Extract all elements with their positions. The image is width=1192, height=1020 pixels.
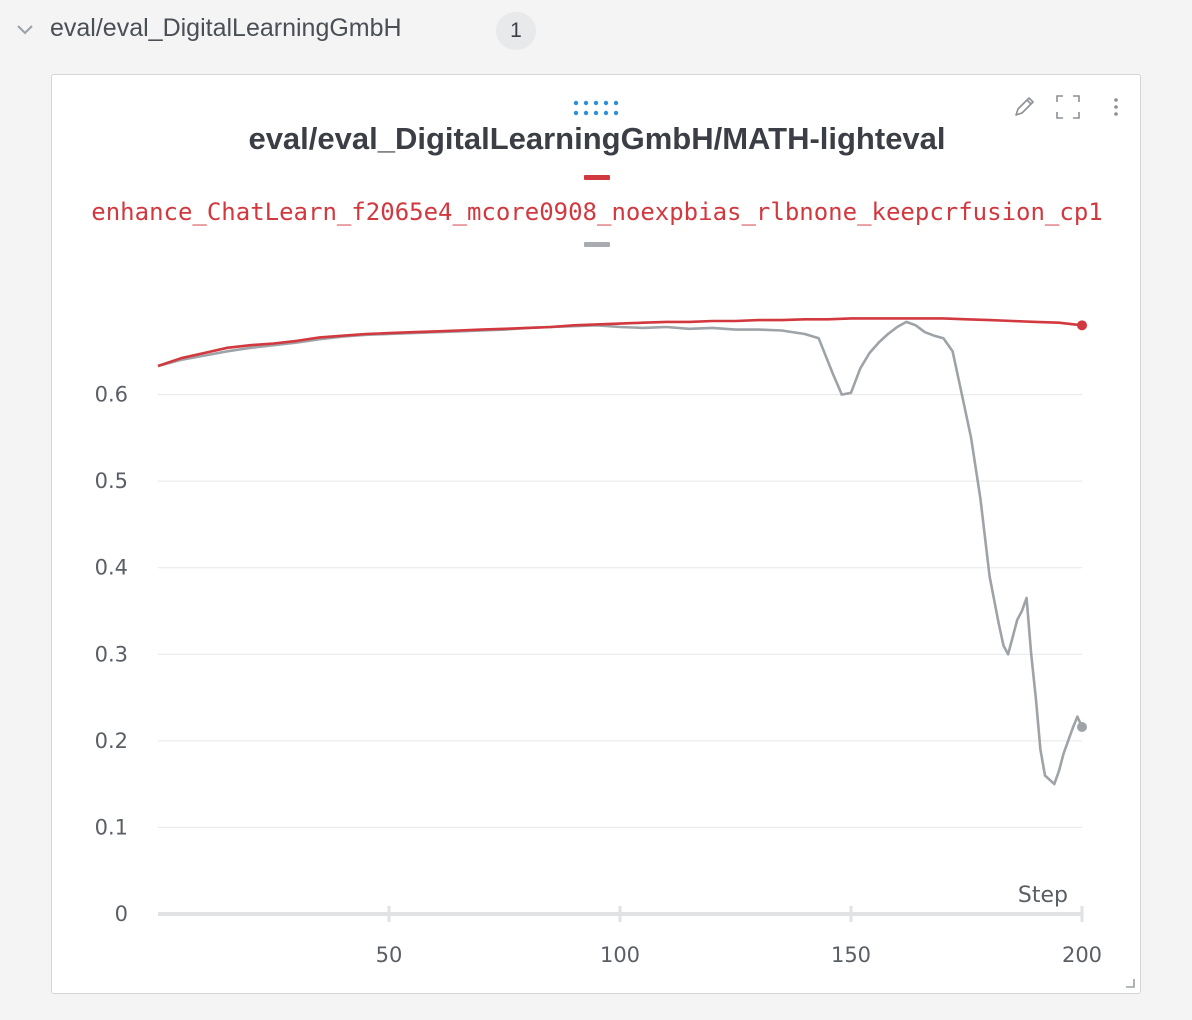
fullscreen-icon[interactable] [1054, 93, 1082, 121]
series-end-point-0 [1077, 320, 1087, 331]
x-tick-label-200: 200 [1062, 943, 1102, 967]
y-tick-label-0.5: 0.5 [95, 469, 128, 493]
section-title: eval/eval_DigitalLearningGmbH [50, 14, 402, 42]
legend-entry-red[interactable]: enhance_ChatLearn_f2065e4_mcore0908_noex… [91, 198, 1103, 226]
y-tick-label-0.1: 0.1 [95, 815, 128, 839]
y-tick-label-0.6: 0.6 [95, 383, 128, 407]
y-tick-label-0.2: 0.2 [95, 729, 128, 753]
series-end-point-1 [1077, 722, 1087, 733]
edit-icon[interactable] [1010, 93, 1038, 121]
panel-count-badge: 1 [496, 12, 536, 50]
x-tick-label-150: 150 [831, 943, 871, 967]
chevron-down-icon[interactable] [14, 18, 36, 40]
chart-panel: eval/eval_DigitalLearningGmbH/MATH-light… [51, 74, 1141, 994]
y-tick-label-0.3: 0.3 [95, 642, 128, 666]
panel-section-header[interactable]: eval/eval_DigitalLearningGmbH 1 [0, 0, 1192, 60]
more-icon[interactable] [1102, 93, 1130, 121]
x-axis-label: Step [1018, 883, 1068, 908]
drag-handle-icon[interactable] [572, 99, 622, 119]
x-tick-label-50: 50 [376, 943, 403, 967]
legend-swatch-gray [584, 242, 610, 247]
chart-legend: enhance_ChatLearn_f2065e4_mcore0908_noex… [72, 175, 1122, 247]
y-tick-label-0: 0 [115, 902, 128, 926]
chart-title: eval/eval_DigitalLearningGmbH/MATH-light… [248, 121, 946, 156]
resize-icon[interactable] [1124, 977, 1136, 989]
legend-swatch-red [584, 175, 610, 180]
x-tick-label-100: 100 [600, 943, 640, 967]
series-line-0 [157, 317, 1083, 368]
y-tick-label-0.4: 0.4 [95, 556, 128, 580]
line-chart: 50 100 150 200 0 0.1 0.2 0.3 0.4 0.5 0.6 Step [95, 317, 1102, 967]
series-line-1 [157, 320, 1084, 786]
